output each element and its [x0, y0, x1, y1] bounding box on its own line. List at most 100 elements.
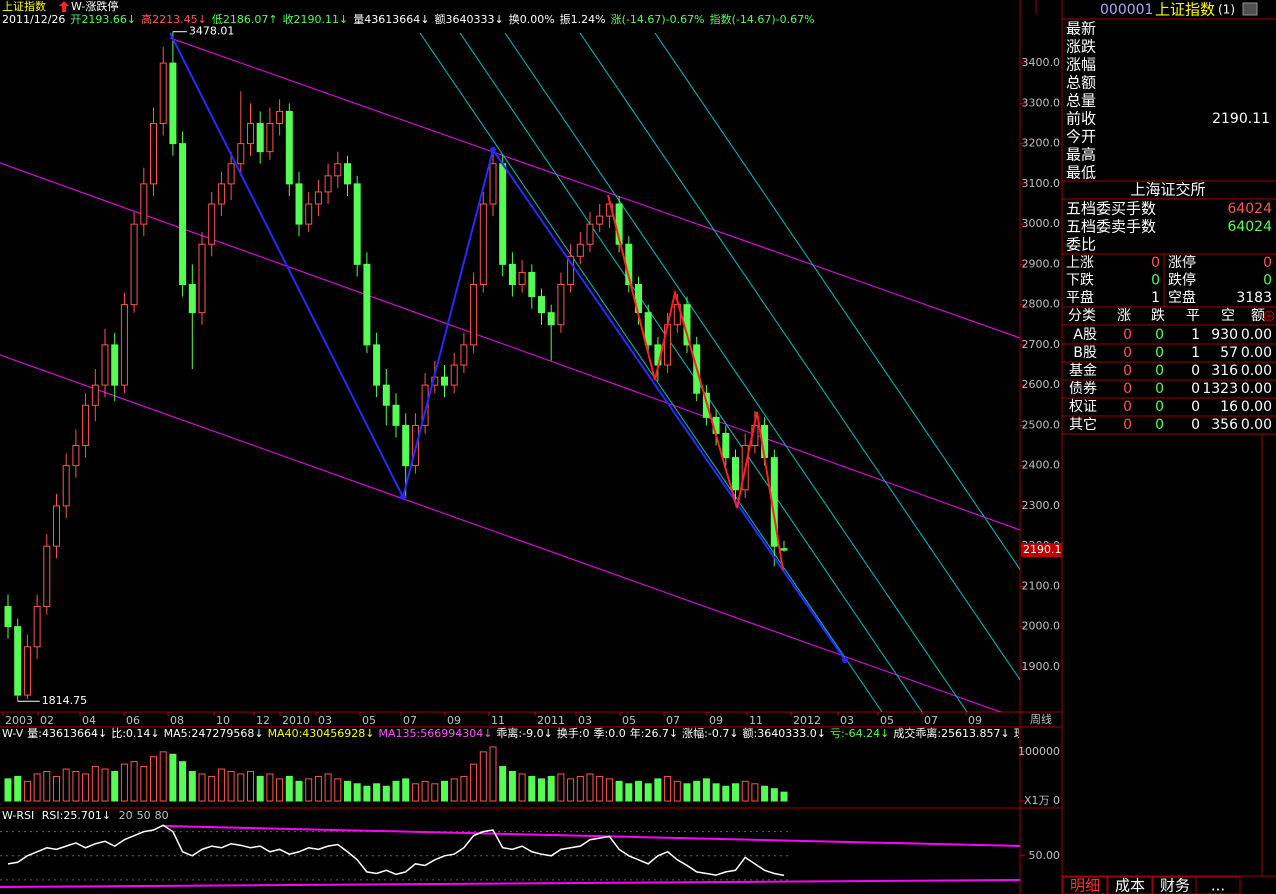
candle-body: [353, 183, 361, 265]
volume-bar: [751, 783, 759, 802]
volume-bar: [314, 775, 322, 802]
field-value: 2190.11: [1212, 111, 1270, 127]
volume-field: W-V: [2, 727, 24, 740]
volume-bar: [596, 775, 604, 802]
volume-bar: [761, 785, 769, 802]
table-cell: 356: [1211, 417, 1238, 433]
y-tick-label: 2900.0: [1022, 257, 1061, 270]
volume-bar: [770, 788, 778, 802]
table-cell: 1323: [1202, 381, 1238, 397]
channel-line: [0, 162, 1020, 531]
volume-bar: [150, 756, 157, 802]
y-tick-label: 3200.0: [1022, 137, 1061, 150]
breadth-label: 涨停: [1168, 254, 1196, 271]
volume-bar: [586, 773, 594, 802]
candle-body: [528, 271, 536, 298]
quote-field: 收2190.11↓: [283, 12, 349, 26]
volume-header: W-V 量:43613664↓ 比:0.14↓ MA5:247279568↓ MA40:…: [2, 726, 1047, 740]
volume-field: 亏:-64.24↓: [830, 727, 889, 740]
y-tick-label: 2100.0: [1022, 579, 1061, 592]
y-tick-label: 3300.0: [1022, 96, 1061, 109]
candle-body: [450, 364, 458, 386]
x-tick-label: 07: [924, 714, 938, 727]
tab[interactable]: [1195, 876, 1241, 894]
table-cell: 0.00: [1241, 417, 1272, 433]
y-tick-label: 3400.0: [1022, 56, 1061, 69]
channel-line: [169, 37, 1020, 339]
x-tick-label: 03: [318, 714, 332, 727]
x-tick-label: 2003: [5, 714, 33, 727]
table-cell: 0.00: [1241, 345, 1272, 361]
tab-label[interactable]: 明细: [1070, 877, 1100, 894]
table-cell: 0: [1191, 417, 1200, 433]
quote-field: 额3640333↓: [435, 13, 504, 26]
breadth-label: 平盘: [1066, 289, 1094, 306]
tab-label[interactable]: ...: [1211, 877, 1225, 894]
candle-body: [159, 62, 167, 124]
volume-bar: [479, 751, 487, 802]
quote-suffix: (1): [1218, 3, 1235, 17]
volume-field: 现金流: [1014, 726, 1047, 740]
volume-bar: [712, 783, 720, 802]
candle-body: [479, 203, 487, 286]
last-price-label: 2190.1: [1023, 543, 1062, 556]
table-cell: 16: [1220, 399, 1238, 415]
x-tick-label: 05: [622, 714, 636, 727]
volume-bar: [421, 780, 429, 802]
table-cell: 0: [1123, 345, 1132, 361]
volume-bar: [324, 773, 332, 802]
x-tick-label: 09: [709, 714, 723, 727]
x-tick-label: 06: [126, 714, 140, 727]
volume-bar: [780, 791, 788, 802]
tab[interactable]: [1107, 876, 1153, 894]
volume-bars: [4, 746, 788, 802]
tab[interactable]: [1062, 876, 1108, 894]
volume-bar: [33, 773, 41, 802]
tab-label[interactable]: 成本: [1115, 877, 1145, 894]
candle-body: [508, 263, 516, 286]
volume-bar: [179, 761, 187, 802]
trend-line: [164, 825, 1021, 847]
drawings: [0, 32, 1020, 712]
x-tick-label: 11: [749, 714, 763, 727]
axes: 周线 1900.02000.02100.02200.02300.02400.02…: [2, 56, 1062, 862]
field-label: 前收: [1066, 110, 1096, 128]
volume-field: 成交乖离:25613.857↓: [893, 726, 1009, 740]
table-cell: 0: [1123, 327, 1132, 343]
table-cell: 0: [1155, 327, 1164, 343]
candle-body: [256, 122, 264, 153]
fan-line: [654, 32, 1020, 571]
candle-body: [363, 263, 371, 346]
volume-bar: [508, 771, 516, 802]
volume-bar: [344, 780, 351, 802]
indicator-name: W-涨跌停: [71, 0, 118, 13]
table-cell: 0: [1191, 399, 1200, 415]
candle-body: [247, 122, 254, 145]
breadth-label: 空盘: [1168, 289, 1196, 306]
candle-body: [23, 646, 31, 696]
table-row-label: 债券: [1069, 381, 1097, 397]
calc-icon[interactable]: [1242, 2, 1258, 16]
volume-bar: [460, 775, 468, 802]
volume-bar: [450, 778, 458, 802]
volume-bar: [208, 775, 216, 802]
candle-body: [518, 271, 526, 286]
table-cell: 0.00: [1241, 381, 1272, 397]
fan-line: [419, 32, 883, 712]
volume-bar: [237, 773, 245, 802]
volume-field: MA135:566994304↓: [379, 727, 493, 740]
rsi-plot: [0, 824, 790, 881]
table-cell: 1: [1191, 345, 1200, 361]
candle-body: [732, 457, 739, 491]
volume-unit: X1万: [1024, 794, 1050, 807]
volume-bar: [635, 780, 642, 802]
tab-label[interactable]: 财务: [1160, 877, 1190, 894]
expand-icon[interactable]: [1263, 310, 1275, 322]
candle-body: [33, 606, 41, 648]
quote-field: 指数(-14.67)-0.67%: [710, 12, 815, 26]
quote-field: 高2213.45↓: [141, 12, 207, 26]
volume-field: MA5:247279568↓: [164, 727, 264, 740]
table-header: 额: [1251, 308, 1265, 324]
field-label: 最新: [1066, 20, 1096, 38]
